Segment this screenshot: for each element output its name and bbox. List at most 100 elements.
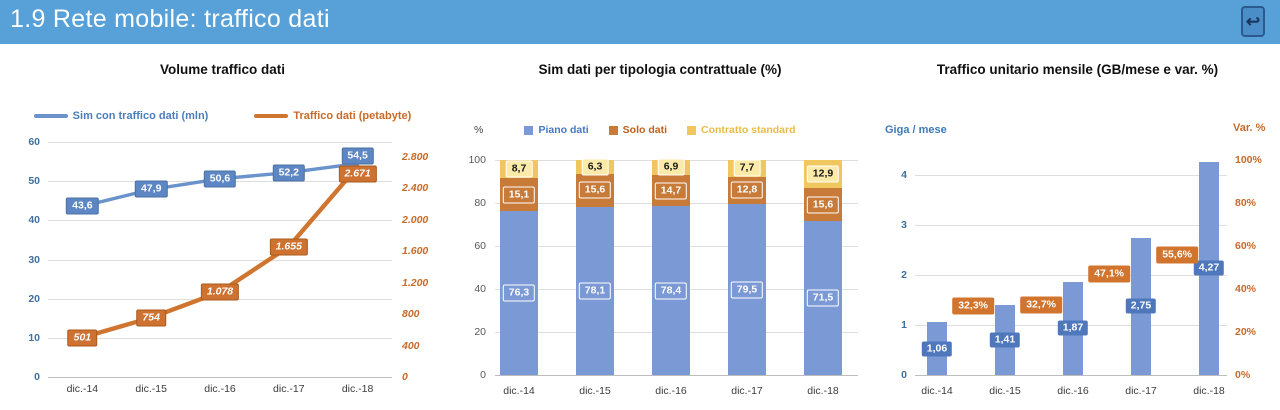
data-label-piano-dati: 76,3 [502, 284, 536, 302]
axis-tick-right: 40% [1235, 283, 1257, 295]
gridline [48, 142, 392, 143]
legend-label-piano-dati: Piano dati [538, 124, 589, 136]
data-label-var-pct: 32,3% [952, 297, 994, 315]
axis-tick-right: 1.200 [402, 276, 429, 289]
axis-tick-left: 30 [28, 253, 40, 266]
axis-tick-right: 60% [1235, 240, 1257, 252]
chart-title-unitario: Traffico unitario mensile (GB/mese e var… [936, 62, 1219, 77]
axis-tick-left: 40 [474, 283, 486, 295]
legend-item-contratto-standard: Contratto standard [687, 124, 796, 136]
gridline [48, 220, 392, 222]
data-label-gb-mese: 1,41 [989, 332, 1021, 348]
axis-tick-right: 0 [402, 371, 408, 383]
axis-tick-left: 3 [901, 219, 907, 231]
legend-swatch-contratto-standard [687, 125, 697, 135]
data-label-gb-mese: 1,06 [921, 341, 953, 356]
data-label-sim: 47,9 [134, 180, 168, 198]
axis-title-var-pct: Var. % [1233, 122, 1266, 134]
legend-swatch-traffico [254, 114, 289, 118]
gridline [915, 375, 1227, 376]
plot-unit: 0 1 2 3 4 0% 20% 40% 60% 80% 100% dic.-14 dic.-15 dic… [875, 52, 1280, 410]
panel-volume-traffico: Volume traffico dati Sim con traffico da… [0, 52, 445, 410]
axis-tick-left: 60 [474, 240, 486, 252]
gridline [495, 375, 858, 376]
x-axis-label: dic.-14 [921, 385, 953, 397]
return-button[interactable]: ↩ [1241, 6, 1265, 37]
data-label-solo-dati: 15,6 [806, 196, 840, 213]
legend-label-contratto-standard: Contratto standard [701, 124, 796, 136]
return-arrow-icon: ↩ [1245, 12, 1261, 31]
legend-item-traffico: Traffico dati (petabyte) [254, 110, 411, 122]
axis-title-percent: % [474, 124, 484, 136]
data-label-traffico: 754 [136, 309, 166, 327]
axis-tick-left: 4 [901, 169, 907, 181]
axis-tick-right: 800 [402, 308, 420, 320]
data-label-var-pct: 47,1% [1088, 265, 1130, 283]
gridline [915, 175, 1227, 176]
data-label-traffico: 2.671 [338, 165, 377, 183]
axis-tick-left: 20 [28, 292, 40, 305]
axis-tick-right: 400 [402, 339, 420, 352]
data-label-sim: 52,2 [272, 164, 306, 182]
axis-tick-left: 20 [474, 326, 486, 338]
data-label-sim: 43,6 [66, 197, 99, 215]
x-axis-label: dic.-17 [1125, 385, 1157, 397]
page-title: 1.9 Rete mobile: traffico dati [10, 5, 330, 33]
data-label-piano-dati: 78,1 [578, 282, 612, 300]
plot-volume: 0 10 20 30 40 50 60 0 400 800 1.200 1.600 2.000 2.400… [0, 52, 445, 410]
legend-swatch-piano-dati [524, 125, 534, 135]
axis-tick-right: 80% [1235, 197, 1257, 209]
panel-sim-tipologia: Sim dati per tipologia contrattuale (%) … [450, 52, 870, 410]
data-label-solo-dati: 15,6 [578, 181, 612, 199]
axis-tick-right: 2.400 [402, 182, 429, 194]
axis-tick-left: 10 [28, 331, 40, 344]
legend-swatch-solo-dati [608, 125, 618, 135]
legend-label-solo-dati: Solo dati [622, 124, 668, 136]
x-axis-label: dic.-16 [655, 385, 687, 397]
x-axis-label: dic.-18 [341, 383, 374, 395]
legend-item-solo-dati: Solo dati [608, 124, 668, 136]
data-label-contratto-standard: 7,7 [733, 159, 761, 177]
legend-swatch-sim [33, 114, 68, 118]
plot-sim: 0 20 40 60 80 100 dic.-14 dic.-15 dic.-16 dic.-17… [450, 52, 870, 410]
data-label-gb-mese: 2,75 [1125, 298, 1157, 314]
axis-tick-left: 2 [901, 269, 907, 281]
data-label-gb-mese: 4,27 [1193, 260, 1225, 276]
x-axis-label: dic.-17 [273, 383, 305, 395]
data-label-var-pct: 32,7% [1020, 296, 1062, 314]
data-label-piano-dati: 78,4 [654, 282, 688, 300]
data-label-var-pct: 55,6% [1156, 246, 1198, 264]
x-axis-label: dic.-18 [1193, 385, 1225, 397]
x-axis-label: dic.-18 [807, 385, 839, 397]
axis-tick-right: 20% [1235, 326, 1257, 338]
axis-tick-left: 0 [480, 369, 486, 381]
x-axis-label: dic.-16 [1057, 385, 1089, 397]
data-label-contratto-standard: 6,3 [581, 158, 609, 176]
x-axis-label: dic.-17 [731, 385, 763, 397]
legend-label-traffico: Traffico dati (petabyte) [293, 110, 412, 122]
data-label-contratto-standard: 6,9 [657, 158, 685, 176]
data-label-gb-mese: 1,87 [1057, 320, 1089, 336]
legend-label-sim: Sim con traffico dati (mln) [72, 110, 209, 122]
data-label-solo-dati: 15,1 [502, 186, 536, 204]
data-label-traffico: 1.078 [200, 283, 240, 301]
panel-traffico-unitario: Traffico unitario mensile (GB/mese e var… [875, 52, 1280, 410]
line-series-svg [80, 161, 360, 340]
data-label-sim: 50,6 [203, 170, 237, 188]
data-label-solo-dati: 12,8 [730, 181, 764, 199]
axis-title-giga-mese: Giga / mese [885, 124, 947, 136]
x-axis-label: dic.-14 [503, 385, 535, 397]
axis-tick-left: 0 [901, 369, 907, 381]
axis-tick-left: 1 [901, 319, 907, 331]
axis-tick-left: 100 [468, 154, 486, 166]
axis-tick-left: 80 [474, 197, 486, 209]
axis-tick-left: 60 [28, 136, 40, 148]
data-label-sim: 54,5 [341, 147, 374, 165]
axis-tick-right: 0% [1235, 369, 1251, 381]
data-label-solo-dati: 14,7 [654, 182, 688, 200]
axis-tick-left: 50 [28, 175, 40, 188]
legend-sim: Piano dati Solo dati Contratto standard [450, 124, 870, 136]
legend-volume: Sim con traffico dati (mln) Traffico dat… [0, 110, 445, 122]
chart-title-sim: Sim dati per tipologia contrattuale (%) [538, 62, 782, 77]
